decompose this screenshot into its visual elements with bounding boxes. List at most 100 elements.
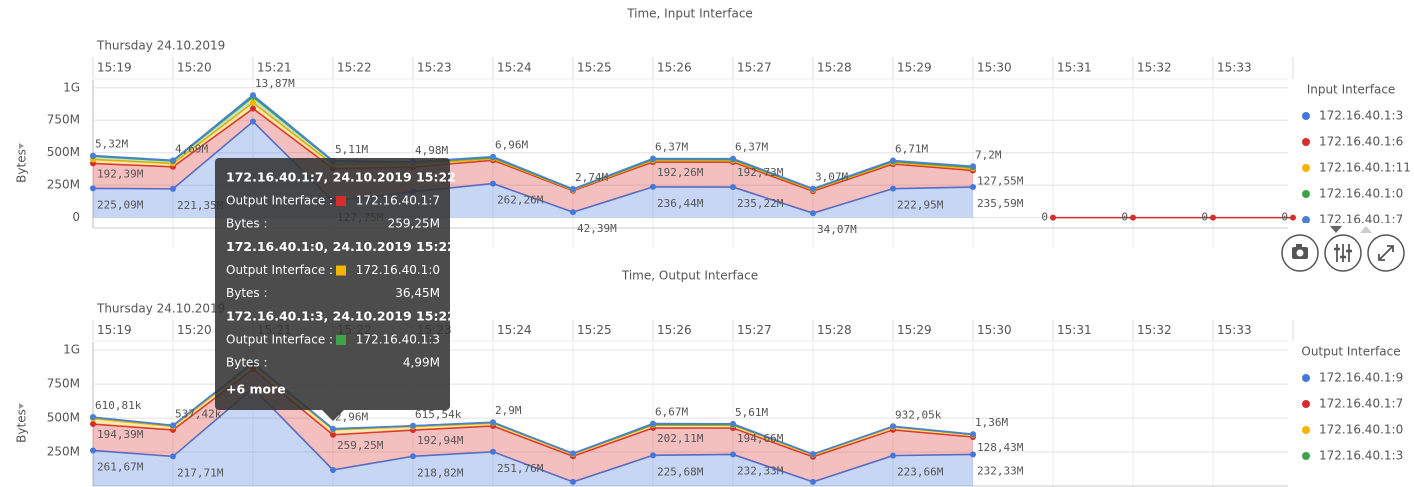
adjust-button[interactable] (1324, 234, 1362, 272)
point (170, 157, 176, 164)
point (1050, 214, 1056, 221)
x-tick-label: 15:21 (257, 61, 292, 75)
point (250, 105, 256, 112)
scroll-up[interactable] (1360, 226, 1372, 233)
legend-label: 172.16.40.1:9 (1319, 371, 1403, 385)
point (490, 419, 496, 426)
data-label: 194,39M (97, 428, 144, 441)
legend-label: 172.16.40.1:3 (1319, 109, 1403, 123)
legend-swatch (1302, 190, 1310, 198)
data-label: 1,36M (975, 416, 1008, 429)
data-label: 235,22M (737, 197, 784, 210)
x-tick-label: 15:20 (177, 61, 212, 75)
point (970, 451, 976, 458)
data-label: 537,42k (175, 407, 222, 420)
data-label: 194,66M (737, 432, 784, 445)
charts: Time, Input Interface Thursday 24.10.2019… (15, 7, 1411, 487)
legend: Output Interface 172.16.40.1:9 172.16.40.1… (1301, 345, 1403, 463)
tooltip-swatch (336, 265, 346, 276)
data-label: 610,81k (95, 399, 142, 412)
point (890, 452, 896, 459)
tooltip: 172.16.40.1:7, 24.10.2019 15:22 Output In… (215, 158, 456, 421)
x-tick-label: 15:28 (817, 61, 852, 75)
point (330, 425, 336, 432)
x-tick-label: 15:32 (1137, 323, 1172, 337)
line (92, 107, 974, 192)
x-tick-label: 15:25 (577, 323, 612, 337)
y-tick-label: 500M (47, 145, 80, 159)
data-label: 225,09M (97, 198, 144, 211)
data-label: 251,76M (497, 462, 544, 475)
legend-label: 172.16.40.1:7 (1319, 213, 1403, 227)
point (90, 447, 96, 454)
point (970, 431, 976, 438)
data-label: 932,05k (895, 408, 942, 421)
legend-label: 172.16.40.1:0 (1319, 187, 1403, 201)
point (730, 420, 736, 427)
x-tick-label: 15:32 (1137, 61, 1172, 75)
tooltip-title: 172.16.40.1:0, 24.10.2019 15:22 (226, 239, 456, 254)
point (250, 92, 256, 99)
tooltip-value: 4,99M (403, 356, 440, 370)
tooltip-swatch (336, 335, 346, 345)
expand-button[interactable] (1367, 234, 1405, 272)
legend-label: 172.16.40.1:6 (1319, 135, 1403, 149)
x-tick-label: 15:25 (577, 61, 612, 75)
x-tick-label: 15:19 (97, 323, 132, 337)
point (330, 466, 336, 473)
tooltip-name: 172.16.40.1:7 (356, 194, 440, 208)
point (890, 157, 896, 164)
tooltip-value: 259,25M (388, 217, 440, 231)
data-label: 192,73M (737, 166, 784, 179)
point (90, 414, 96, 421)
area (93, 369, 973, 482)
snapshot-button[interactable] (1281, 234, 1319, 272)
data-label: 259,25M (337, 439, 384, 452)
point (170, 453, 176, 460)
point (570, 209, 576, 216)
point (1290, 214, 1296, 221)
tooltip-title: 172.16.40.1:7, 24.10.2019 15:22 (226, 170, 456, 185)
data-label: 6,37M (735, 141, 768, 154)
x-tick-label: 15:29 (897, 323, 932, 337)
data-label: 4,98M (415, 144, 448, 157)
tooltip-measure: Bytes : (226, 286, 268, 300)
x-tick-label: 15:19 (97, 61, 132, 75)
chart-title: Time, Output Interface (621, 269, 758, 283)
tooltip-field: Output Interface : (226, 333, 333, 347)
data-label: 0 (1121, 211, 1128, 224)
legend-swatch (1302, 426, 1310, 434)
data-label: 2,9M (495, 404, 522, 417)
x-tick-label: 15:29 (897, 61, 932, 75)
chart-title: Time, Input Interface (626, 7, 753, 21)
data-label: 2,74M (575, 171, 608, 184)
legend-swatch (1302, 138, 1310, 146)
x-tick-label: 15:33 (1217, 61, 1252, 75)
data-label: 218,82M (417, 466, 464, 479)
point (250, 118, 256, 125)
legend-label: 172.16.40.1:3 (1319, 449, 1403, 463)
point (730, 155, 736, 162)
point (810, 210, 816, 217)
legend-title: Input Interface (1307, 83, 1396, 97)
point (810, 478, 816, 485)
legend-label: 172.16.40.1:0 (1319, 423, 1403, 437)
point (970, 184, 976, 191)
tooltip-measure: Bytes : (226, 217, 268, 231)
line (92, 120, 974, 215)
x-tick-label: 15:23 (417, 61, 452, 75)
tooltip-more[interactable]: +6 more (226, 382, 286, 397)
data-label: 235,59M (977, 197, 1024, 210)
y-tick-label: 1G (63, 343, 80, 357)
point (170, 185, 176, 192)
legend-swatch (1302, 112, 1310, 120)
data-label: 223,66M (897, 466, 944, 479)
data-label: 5,32M (95, 138, 128, 151)
point (570, 450, 576, 457)
scroll-down[interactable] (1330, 226, 1342, 233)
line (92, 94, 974, 190)
legend-label: 172.16.40.1:11 (1319, 161, 1411, 175)
tooltip-measure: Bytes : (226, 356, 268, 370)
point (170, 422, 176, 429)
data-label: 7,2M (975, 148, 1002, 161)
